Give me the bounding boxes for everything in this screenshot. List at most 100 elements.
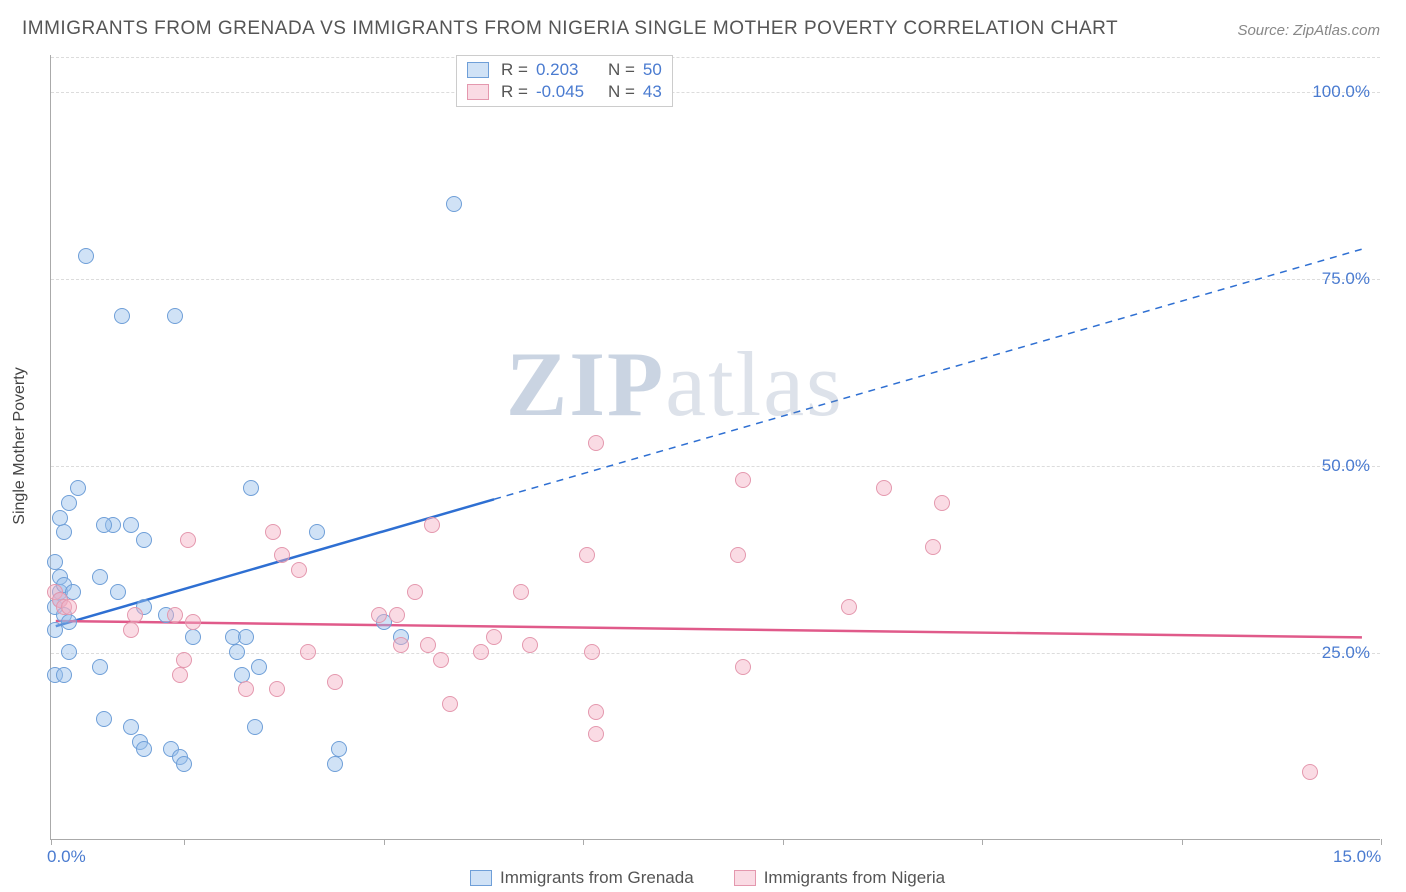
data-point [327,674,343,690]
x-tick-mark [384,839,385,845]
data-point [486,629,502,645]
stats-row: R = 0.203 N = 50 [467,59,662,81]
data-point [291,562,307,578]
data-point [841,599,857,615]
x-tick-mark [783,839,784,845]
data-point [300,644,316,660]
data-point [446,196,462,212]
data-point [876,480,892,496]
data-point [96,517,112,533]
data-point [180,532,196,548]
r-value: -0.045 [536,82,596,102]
data-point [176,652,192,668]
data-point [513,584,529,600]
data-point [96,711,112,727]
data-point [61,599,77,615]
data-point [92,659,108,675]
data-point [234,667,250,683]
data-point [61,644,77,660]
data-point [1302,764,1318,780]
legend-label: Immigrants from Nigeria [764,868,945,888]
r-value: 0.203 [536,60,596,80]
legend-swatch [467,62,489,78]
r-label: R = [501,60,528,80]
data-point [92,569,108,585]
data-point [433,652,449,668]
data-point [925,539,941,555]
data-point [934,495,950,511]
data-point [114,308,130,324]
data-point [251,659,267,675]
data-point [56,667,72,683]
data-point [424,517,440,533]
data-point [730,547,746,563]
data-point [167,308,183,324]
stats-legend: R = 0.203 N = 50 R = -0.045 N = 43 [456,55,673,107]
data-point [123,719,139,735]
n-value: 50 [643,60,662,80]
data-point [123,622,139,638]
series-legend: Immigrants from Grenada Immigrants from N… [470,868,945,888]
data-point [123,517,139,533]
stats-row: R = -0.045 N = 43 [467,81,662,103]
plot-area: 25.0%50.0%75.0%100.0%0.0%15.0%R =0.203N … [50,55,1380,840]
data-point [442,696,458,712]
data-point [735,659,751,675]
n-value: 43 [643,82,662,102]
data-point [167,607,183,623]
n-label: N = [608,60,635,80]
n-label: N = [608,82,635,102]
x-tick-mark [1182,839,1183,845]
data-point [269,681,285,697]
y-axis-label: Single Mother Poverty [11,367,29,524]
r-label: R = [501,82,528,102]
legend-item: Immigrants from Nigeria [734,868,945,888]
data-point [176,756,192,772]
data-point [309,524,325,540]
data-point [78,248,94,264]
legend-label: Immigrants from Grenada [500,868,694,888]
data-point [238,629,254,645]
data-point [393,637,409,653]
legend-swatch [470,870,492,886]
data-point [56,524,72,540]
data-point [735,472,751,488]
data-point [265,524,281,540]
data-point [185,614,201,630]
data-point [61,495,77,511]
data-point [70,480,86,496]
data-point [136,532,152,548]
data-point [47,554,63,570]
data-point [588,704,604,720]
legend-item: Immigrants from Grenada [470,868,694,888]
data-point [579,547,595,563]
legend-swatch [467,84,489,100]
data-point [274,547,290,563]
data-point [243,480,259,496]
x-tick-mark [184,839,185,845]
x-tick-label: 15.0% [1333,847,1381,867]
data-point [584,644,600,660]
data-point [238,681,254,697]
data-point [389,607,405,623]
data-point [136,741,152,757]
data-point [172,667,188,683]
data-point [185,629,201,645]
data-point [61,614,77,630]
data-point [127,607,143,623]
data-point [588,726,604,742]
x-tick-mark [982,839,983,845]
data-point [420,637,436,653]
x-tick-mark [1381,839,1382,845]
data-point [407,584,423,600]
data-point [52,510,68,526]
data-point [371,607,387,623]
x-tick-mark [583,839,584,845]
x-tick-mark [51,839,52,845]
x-tick-label: 0.0% [47,847,86,867]
data-point [331,741,347,757]
source-attribution: Source: ZipAtlas.com [1237,22,1380,39]
data-point [588,435,604,451]
data-point [229,644,245,660]
legend-swatch [734,870,756,886]
